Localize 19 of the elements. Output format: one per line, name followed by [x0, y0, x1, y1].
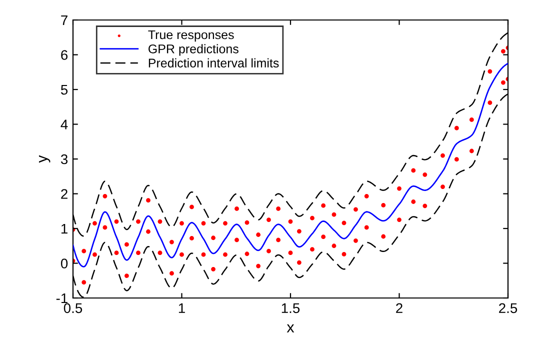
y-tick-label: 1	[61, 224, 68, 234]
y-tick-label: 4	[60, 120, 68, 130]
y-tick-label: 5	[60, 84, 68, 95]
y-tick-label: 0	[60, 258, 68, 268]
y-tick-label: -1	[56, 293, 68, 304]
y-tick-label: 2	[61, 189, 68, 199]
x-tick-label: 2	[396, 303, 402, 313]
y-axis-title: y	[38, 155, 50, 163]
legend-label: True responses	[148, 30, 234, 42]
x-tick-label: 1.5	[282, 303, 300, 314]
y-tick-label: 3	[60, 154, 68, 164]
legend-label: GPR predictions	[148, 44, 238, 56]
x-axis-title: x	[286, 324, 294, 332]
x-tick-label: 0.5	[64, 303, 82, 314]
legend-label: Prediction interval limits	[148, 58, 279, 68]
y-tick-label: 6	[61, 50, 68, 60]
y-tick-label: 7	[61, 15, 68, 26]
x-tick-label: 2.5	[499, 303, 518, 314]
x-tick-label: 1	[178, 303, 185, 313]
